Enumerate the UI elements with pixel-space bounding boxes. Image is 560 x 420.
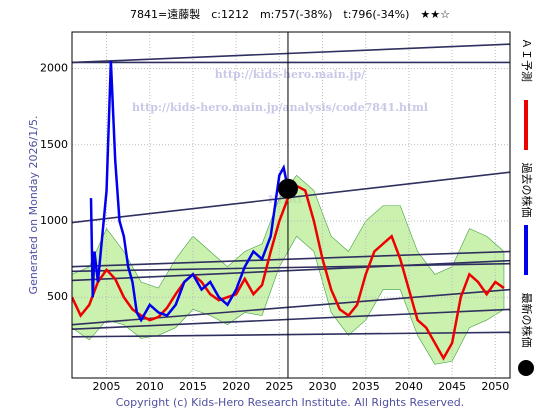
trend-line [72,250,510,268]
x-tick-label: 2045 [438,380,466,393]
chart-title: 7841=遠藤製 c:1212 m:757(-38%) t:796(-34%) … [130,7,450,21]
legend-label: 最新の株価 [520,293,534,348]
plot-frame [71,31,511,379]
x-tick-label: 2040 [395,380,423,393]
y-tick-label: 500 [47,290,68,303]
x-tick-label: 2050 [481,380,509,393]
x-tick-label: 2030 [309,380,337,393]
watermark: http://kids-hero.main.jp/analysis/code78… [132,101,428,114]
latest-point [277,178,298,199]
y-tick-label: 1000 [40,214,68,227]
trend-line [72,259,510,282]
side-note: Generated on Monday 2026/1/5. [27,116,40,295]
watermark: http://kids-hero.main.jp/ [215,68,366,81]
trend-line [72,308,510,331]
copyright: Copyright (c) Kids-Hero Research Institu… [116,396,465,409]
trend-line [72,43,510,64]
y-tick-label: 1500 [40,138,68,151]
legend-label: ＡＩ予測 [520,38,534,82]
x-tick-label: 2025 [265,380,293,393]
x-tick-label: 2005 [93,380,121,393]
trend-line [72,331,510,338]
legend-swatch [518,360,534,376]
series-line [89,60,290,323]
x-tick-label: 2035 [352,380,380,393]
legend-label: 過去の株価 [520,163,534,218]
x-tick-label: 2020 [222,380,250,393]
x-tick-label: 2010 [136,380,164,393]
trend-line [72,262,510,273]
y-tick-label: 2000 [40,62,68,75]
x-tick-label: 2015 [179,380,207,393]
